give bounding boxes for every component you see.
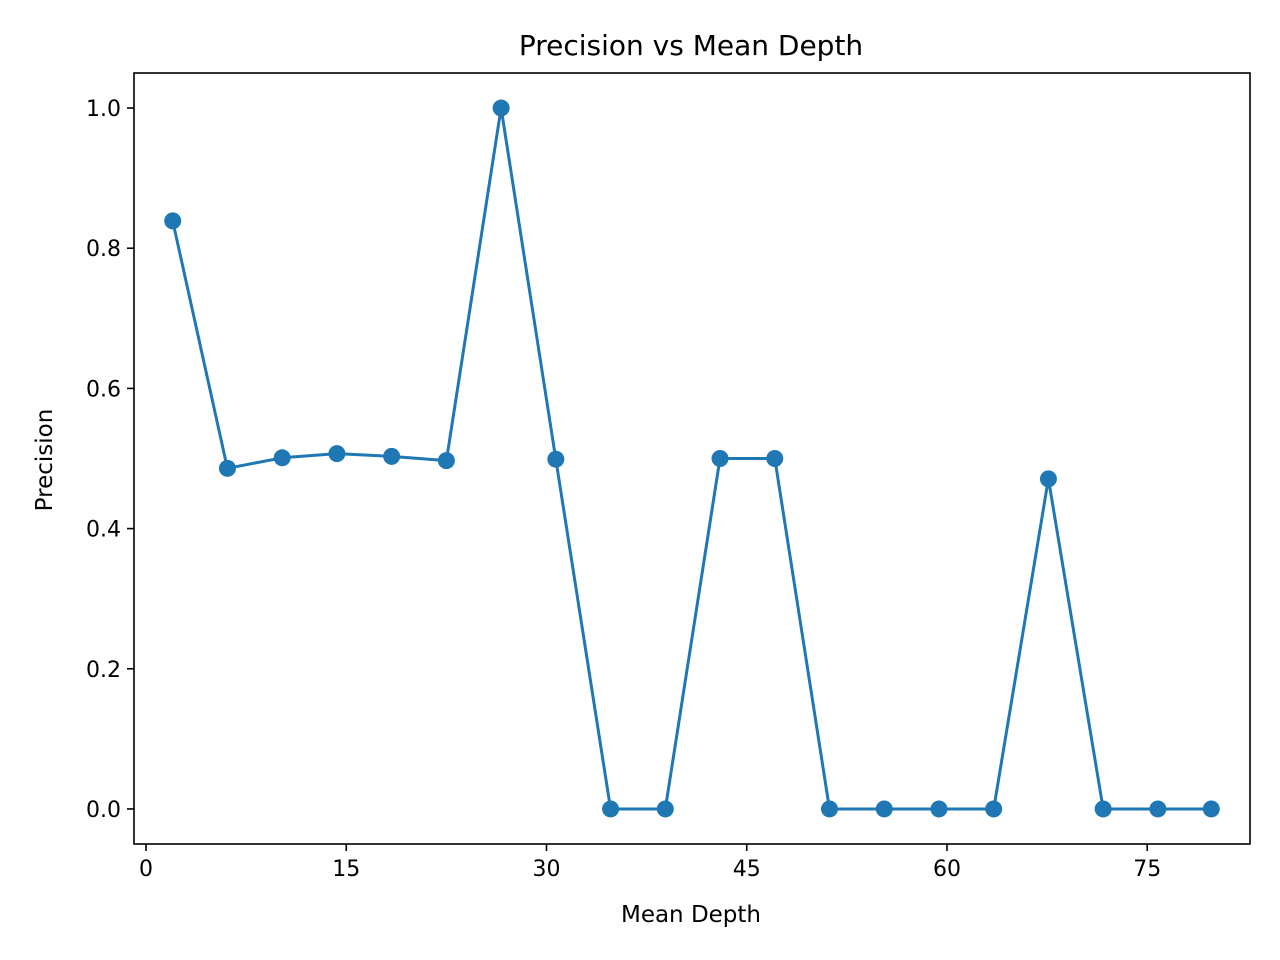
y-tick-label: 0.4 xyxy=(86,518,121,543)
data-point xyxy=(218,459,236,477)
y-axis-ticks: 0.0 0.2 0.4 0.6 0.8 1.0 xyxy=(86,97,134,823)
y-axis-label: Precision xyxy=(32,409,58,512)
y-tick-label: 0.8 xyxy=(86,237,121,262)
x-tick-label: 15 xyxy=(332,857,360,882)
x-tick-label: 75 xyxy=(1133,857,1161,882)
x-tick-label: 30 xyxy=(532,857,560,882)
x-axis-label: Mean Depth xyxy=(621,902,761,928)
x-axis-ticks: 0 15 30 45 60 75 xyxy=(139,844,1161,882)
data-point xyxy=(711,450,729,467)
y-tick-label: 0.6 xyxy=(86,377,121,402)
x-tick-label: 60 xyxy=(933,857,961,882)
y-tick-label: 1.0 xyxy=(86,97,121,122)
plot-series xyxy=(164,99,1220,818)
data-point xyxy=(985,800,1003,818)
data-point xyxy=(1202,800,1220,818)
data-point xyxy=(766,450,784,467)
y-tick-label: 0.2 xyxy=(86,658,121,683)
data-point xyxy=(547,450,565,468)
data-point xyxy=(273,449,291,467)
data-point xyxy=(383,447,401,465)
data-point xyxy=(437,452,455,470)
series-line xyxy=(171,106,1212,811)
data-point xyxy=(1039,470,1057,488)
y-tick-label: 0.0 xyxy=(86,798,121,823)
data-point xyxy=(875,800,893,818)
data-point xyxy=(492,99,510,117)
data-point xyxy=(1094,800,1112,818)
plot-frame xyxy=(133,72,1251,845)
data-point xyxy=(656,800,674,818)
data-point xyxy=(1149,800,1167,818)
data-point xyxy=(164,212,182,230)
data-point xyxy=(930,800,948,818)
x-tick-label: 0 xyxy=(139,857,153,882)
chart-title: Precision vs Mean Depth xyxy=(519,29,863,62)
data-point xyxy=(328,445,346,463)
data-point xyxy=(820,800,838,818)
x-tick-label: 45 xyxy=(733,857,761,882)
data-point xyxy=(602,800,620,818)
